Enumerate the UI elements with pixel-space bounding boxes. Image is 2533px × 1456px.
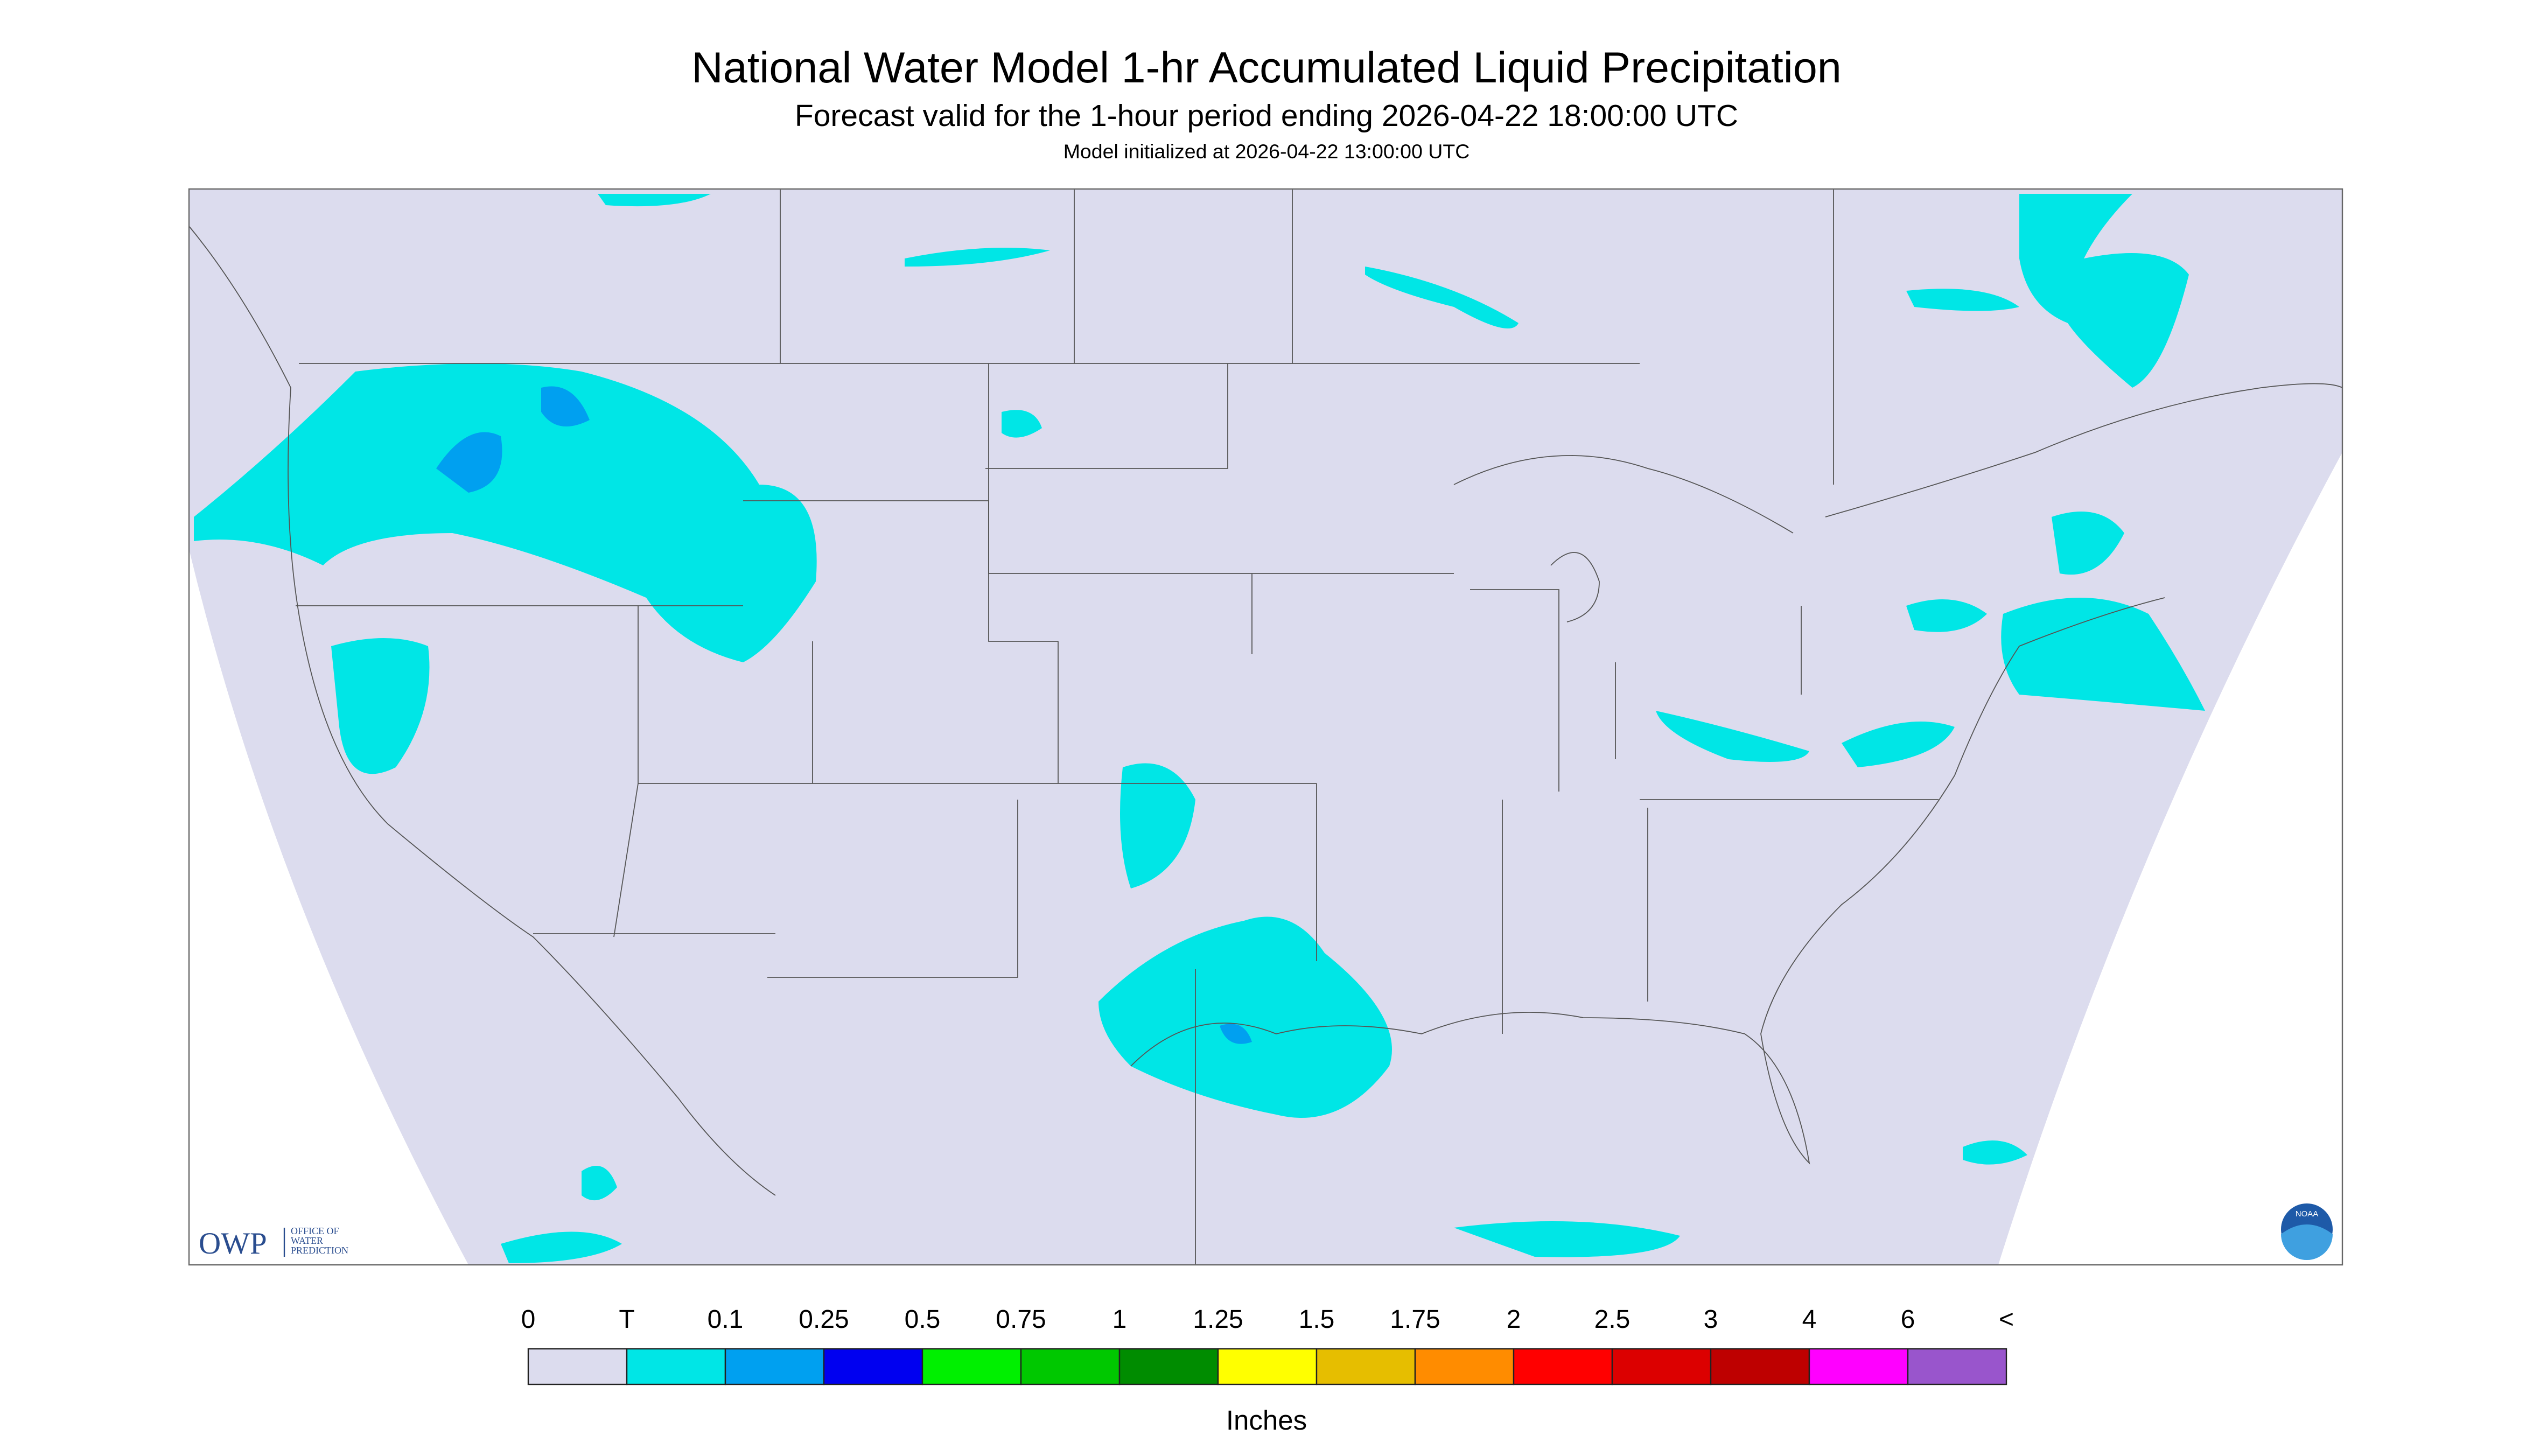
colorbar-box — [823, 1348, 923, 1385]
colorbar-label: T — [619, 1305, 634, 1334]
colorbar-label: 1 — [1112, 1305, 1127, 1334]
colorbar-label: 2 — [1507, 1305, 1521, 1334]
init-note: Model initialized at 2026-04-22 13:00:00… — [1063, 140, 1470, 163]
colorbar-unit: Inches — [1226, 1405, 1307, 1436]
colorbar-label: 0.25 — [799, 1305, 849, 1334]
colorbar-box — [1217, 1348, 1318, 1385]
precip-areas — [194, 194, 2205, 1264]
owp-logo: OWP OFFICE OF WATER PREDICTION — [199, 1226, 348, 1261]
colorbar-box — [527, 1348, 628, 1385]
colorbar-label: 4 — [1802, 1305, 1817, 1334]
logo-line: OFFICE OF — [291, 1226, 339, 1236]
colorbar-box — [921, 1348, 1022, 1385]
colorbar-box — [1020, 1348, 1121, 1385]
noaa-text: NOAA — [2296, 1209, 2319, 1219]
colorbar-label: 1.75 — [1390, 1305, 1440, 1334]
colorbar-label: 3 — [1704, 1305, 1718, 1334]
subtitle: Forecast valid for the 1-hour period end… — [795, 99, 1738, 133]
colorbar-label: 6 — [1901, 1305, 1915, 1334]
colorbar-box — [1513, 1348, 1613, 1385]
colorbar-box — [724, 1348, 825, 1385]
colorbar-box — [1808, 1348, 1909, 1385]
noaa-logo: NOAA — [2281, 1203, 2333, 1261]
colorbar-label: < — [1999, 1305, 2014, 1334]
colorbar-box — [1611, 1348, 1712, 1385]
colorbar-label: 0 — [521, 1305, 536, 1334]
colorbar: 0 T 0.1 0.25 0.5 0.75 1 1.25 1.5 1.75 2 2.5 3 4 6 < — [521, 1305, 2014, 1385]
colorbar-label: 0.5 — [905, 1305, 941, 1334]
colorbar-label: 1.25 — [1193, 1305, 1243, 1334]
colorbar-label: 2.5 — [1594, 1305, 1631, 1334]
colorbar-box — [1118, 1348, 1219, 1385]
colorbar-label: 0.75 — [996, 1305, 1046, 1334]
colorbar-box — [626, 1348, 726, 1385]
map-border — [188, 188, 2343, 1266]
map: OWP OFFICE OF WATER PREDICTION NOAA — [188, 188, 2343, 1266]
colorbar-label: 0.1 — [708, 1305, 744, 1334]
colorbar-box — [1316, 1348, 1416, 1385]
boundaries — [188, 189, 2343, 1265]
colorbar-box — [1907, 1348, 2007, 1385]
logo-line: PREDICTION — [291, 1245, 348, 1256]
title: National Water Model 1-hr Accumulated Li… — [691, 44, 1842, 92]
colorbar-box — [1414, 1348, 1515, 1385]
colorbar-label: 1.5 — [1299, 1305, 1335, 1334]
logo-text: OWP — [199, 1227, 267, 1261]
logo-line: WATER — [291, 1235, 323, 1246]
colorbar-box — [1710, 1348, 1810, 1385]
